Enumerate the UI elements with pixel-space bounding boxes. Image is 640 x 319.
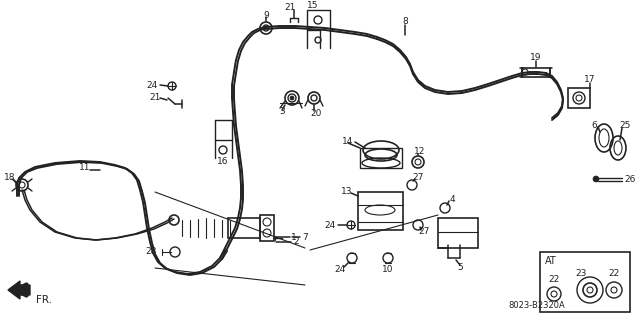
Bar	[568, 88, 590, 108]
Text: 6: 6	[591, 121, 597, 130]
Text: 10: 10	[382, 265, 394, 275]
Bar	[522, 68, 550, 77]
Text: 5: 5	[457, 263, 463, 272]
Text: 24: 24	[147, 80, 157, 90]
Bar	[438, 218, 478, 248]
Text: 24: 24	[334, 265, 346, 275]
Text: 11: 11	[79, 164, 91, 173]
Text: 8023-B2320A: 8023-B2320A	[508, 300, 564, 309]
Text: 3: 3	[279, 108, 285, 116]
Bar	[260, 215, 274, 241]
Text: 16: 16	[217, 158, 228, 167]
Text: 9: 9	[263, 11, 269, 19]
Text: 21: 21	[149, 93, 161, 101]
Bar	[228, 218, 260, 238]
Text: 20: 20	[310, 108, 322, 117]
Text: 21: 21	[284, 4, 296, 12]
Text: 1: 1	[291, 233, 297, 241]
Text: 7: 7	[302, 233, 308, 241]
Text: 17: 17	[584, 76, 596, 85]
Circle shape	[593, 176, 599, 182]
Text: 19: 19	[531, 54, 541, 63]
Text: 14: 14	[342, 137, 354, 146]
Text: 27: 27	[419, 227, 429, 236]
Text: 18: 18	[4, 174, 16, 182]
Text: 27: 27	[412, 174, 424, 182]
Text: 12: 12	[414, 147, 426, 157]
Text: 26: 26	[624, 174, 636, 183]
Bar	[360, 148, 402, 168]
Text: 23: 23	[575, 270, 587, 278]
Text: 4: 4	[449, 196, 455, 204]
Text: 22: 22	[548, 276, 559, 285]
FancyArrow shape	[8, 281, 30, 299]
Text: 22: 22	[609, 270, 620, 278]
Text: 15: 15	[307, 2, 319, 11]
Text: 24: 24	[324, 220, 335, 229]
Text: FR.: FR.	[36, 295, 52, 305]
Text: 2: 2	[293, 238, 299, 247]
Text: 8: 8	[402, 18, 408, 26]
Text: 13: 13	[341, 188, 353, 197]
Text: AT: AT	[545, 256, 557, 266]
Circle shape	[290, 96, 294, 100]
Bar	[358, 192, 403, 230]
Text: 28: 28	[146, 248, 157, 256]
Bar	[540, 252, 630, 312]
Text: 25: 25	[620, 121, 630, 130]
